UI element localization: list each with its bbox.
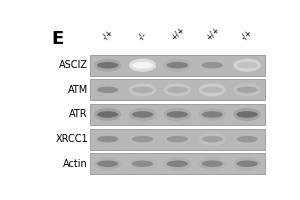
Ellipse shape — [94, 108, 121, 121]
Ellipse shape — [236, 160, 258, 167]
Ellipse shape — [94, 157, 121, 170]
Bar — [90, 104, 265, 125]
Ellipse shape — [233, 83, 261, 96]
Ellipse shape — [132, 111, 153, 118]
Ellipse shape — [164, 83, 191, 96]
Ellipse shape — [199, 108, 226, 121]
Ellipse shape — [129, 108, 156, 121]
Ellipse shape — [236, 136, 258, 142]
Text: XRCC1: XRCC1 — [55, 134, 88, 144]
Text: ASCIZ: ASCIZ — [59, 60, 88, 70]
Ellipse shape — [164, 108, 191, 121]
Ellipse shape — [202, 136, 223, 142]
Ellipse shape — [233, 108, 261, 121]
Text: E: E — [52, 30, 64, 48]
Ellipse shape — [199, 157, 226, 170]
Ellipse shape — [132, 87, 153, 93]
Ellipse shape — [167, 87, 188, 93]
Ellipse shape — [97, 62, 118, 68]
Ellipse shape — [97, 111, 118, 118]
Ellipse shape — [167, 160, 188, 167]
Ellipse shape — [199, 83, 226, 96]
Ellipse shape — [129, 83, 156, 96]
Text: -/+: -/+ — [100, 27, 115, 42]
Ellipse shape — [233, 157, 261, 170]
Bar — [90, 55, 265, 76]
Ellipse shape — [233, 59, 261, 72]
Ellipse shape — [199, 59, 226, 72]
Ellipse shape — [97, 160, 118, 167]
Ellipse shape — [202, 111, 223, 118]
Text: -/+: -/+ — [240, 27, 254, 42]
Ellipse shape — [129, 59, 156, 72]
Text: +/+: +/+ — [169, 24, 186, 42]
Text: ATR: ATR — [69, 109, 88, 119]
Ellipse shape — [236, 62, 258, 68]
Ellipse shape — [129, 157, 156, 170]
Bar — [90, 153, 265, 174]
Text: Actin: Actin — [63, 159, 88, 169]
Ellipse shape — [94, 133, 121, 146]
Text: -/-: -/- — [136, 30, 148, 42]
Ellipse shape — [94, 83, 121, 96]
Ellipse shape — [233, 133, 261, 146]
Ellipse shape — [94, 59, 121, 72]
Ellipse shape — [132, 136, 153, 142]
Ellipse shape — [167, 62, 188, 68]
Bar — [90, 129, 265, 150]
Ellipse shape — [202, 87, 223, 93]
Ellipse shape — [132, 62, 153, 68]
Ellipse shape — [236, 87, 258, 93]
Text: +/+: +/+ — [204, 24, 221, 42]
Ellipse shape — [164, 157, 191, 170]
Bar — [90, 79, 265, 100]
Ellipse shape — [132, 160, 153, 167]
Ellipse shape — [167, 136, 188, 142]
Ellipse shape — [167, 111, 188, 118]
Ellipse shape — [97, 136, 118, 142]
Text: ATM: ATM — [68, 85, 88, 95]
Ellipse shape — [236, 111, 258, 118]
Ellipse shape — [164, 133, 191, 146]
Ellipse shape — [199, 133, 226, 146]
Ellipse shape — [202, 62, 223, 68]
Ellipse shape — [164, 59, 191, 72]
Ellipse shape — [202, 160, 223, 167]
Ellipse shape — [97, 87, 118, 93]
Ellipse shape — [129, 133, 156, 146]
